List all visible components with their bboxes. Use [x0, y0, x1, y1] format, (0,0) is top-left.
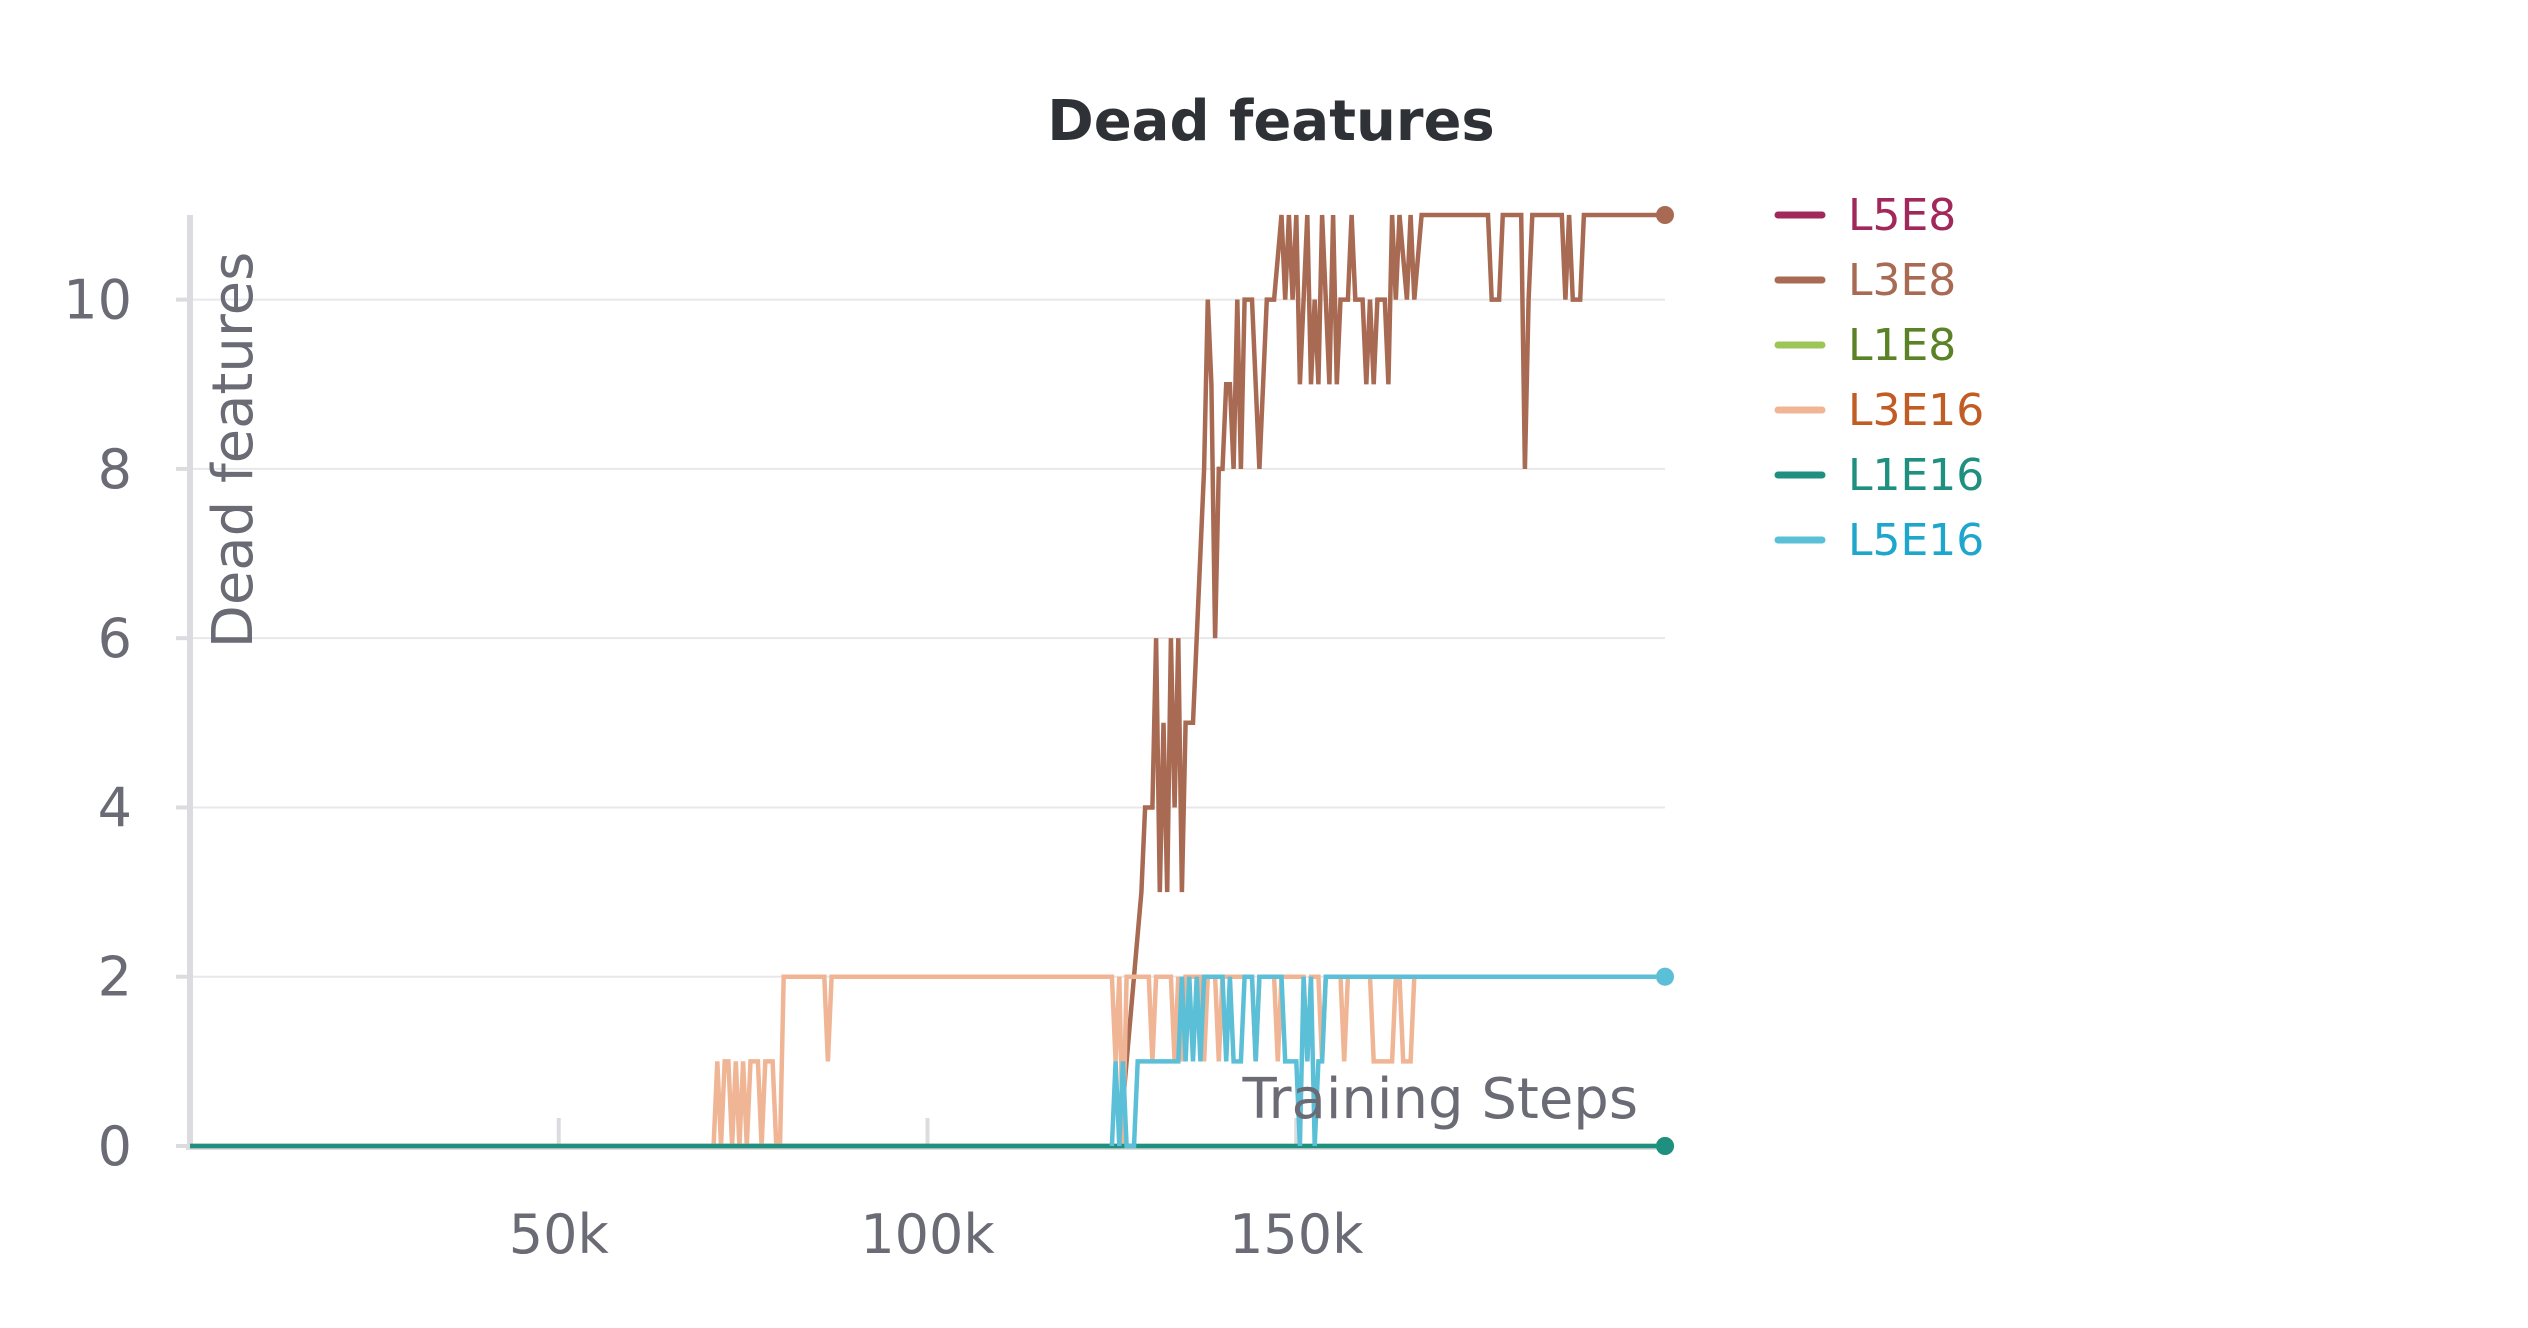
- x-axis-label: Training Steps: [1242, 1067, 1638, 1132]
- series-endpoint-l5e16: [1656, 967, 1674, 986]
- legend: L5E8 L3E8 L1E8 L3E16 L1E16 L5E16: [1774, 190, 1984, 566]
- y-tick-label: 0: [98, 1115, 132, 1178]
- series-line-l3e8: [190, 212, 1665, 1149]
- y-tick-label: 2: [98, 946, 132, 1009]
- series-endpoint-l3e8: [1656, 206, 1674, 224]
- y-tick-label: 10: [63, 269, 132, 332]
- series-line-l3e16: [190, 974, 1665, 1149]
- series-endpoint-l1e16: [1656, 1137, 1674, 1155]
- legend-label-l1e16: L1E16: [1848, 450, 1984, 501]
- legend-label-l1e8: L1E8: [1848, 320, 1956, 371]
- tick-labels: 0 2 4 6 8 10 50k 100k 150k: [63, 269, 1364, 1266]
- x-tick-label: 100k: [860, 1203, 995, 1266]
- axes: [176, 215, 1665, 1150]
- legend-label-l3e8: L3E8: [1848, 255, 1956, 306]
- series-line-l5e16: [1109, 974, 1665, 1149]
- y-tick-label: 6: [98, 607, 132, 670]
- legend-label-l3e16: L3E16: [1848, 385, 1984, 436]
- y-tick-label: 4: [98, 776, 132, 839]
- y-axis-label: Dead features: [201, 252, 266, 649]
- legend-label-l5e8: L5E8: [1848, 190, 1956, 241]
- legend-label-l5e16: L5E16: [1848, 515, 1984, 566]
- gridlines: [190, 298, 1665, 978]
- y-tick-label: 8: [98, 438, 132, 501]
- series-endpoints: [1656, 206, 1674, 1155]
- chart-title: Dead features: [1047, 89, 1495, 154]
- x-tick-label: 150k: [1229, 1203, 1364, 1266]
- series-lines: [190, 212, 1665, 1149]
- x-tick-label: 50k: [509, 1203, 610, 1266]
